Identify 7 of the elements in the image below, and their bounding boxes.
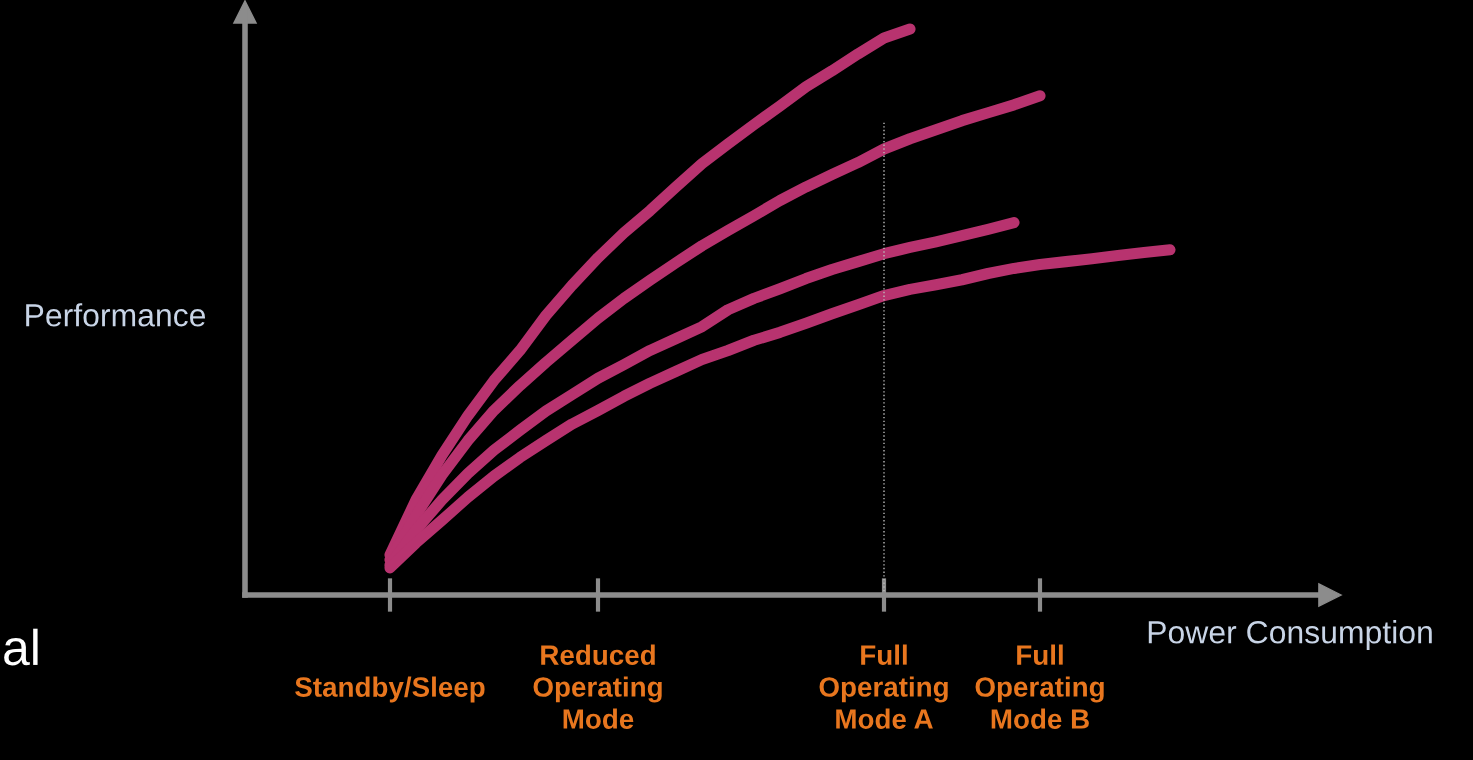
x-tick-label: Full Operating Mode A: [819, 644, 948, 729]
x-tick-label: Full Operating Mode B: [975, 644, 1104, 729]
x-tick-label: Reduced Operating Mode: [533, 644, 662, 729]
x-axis-title: Power Consumption: [1148, 620, 1432, 650]
y-axis-title: Performance: [26, 303, 206, 327]
text: al: [4, 628, 38, 666]
x-tick-label: Standby/Sleep: [295, 676, 485, 703]
